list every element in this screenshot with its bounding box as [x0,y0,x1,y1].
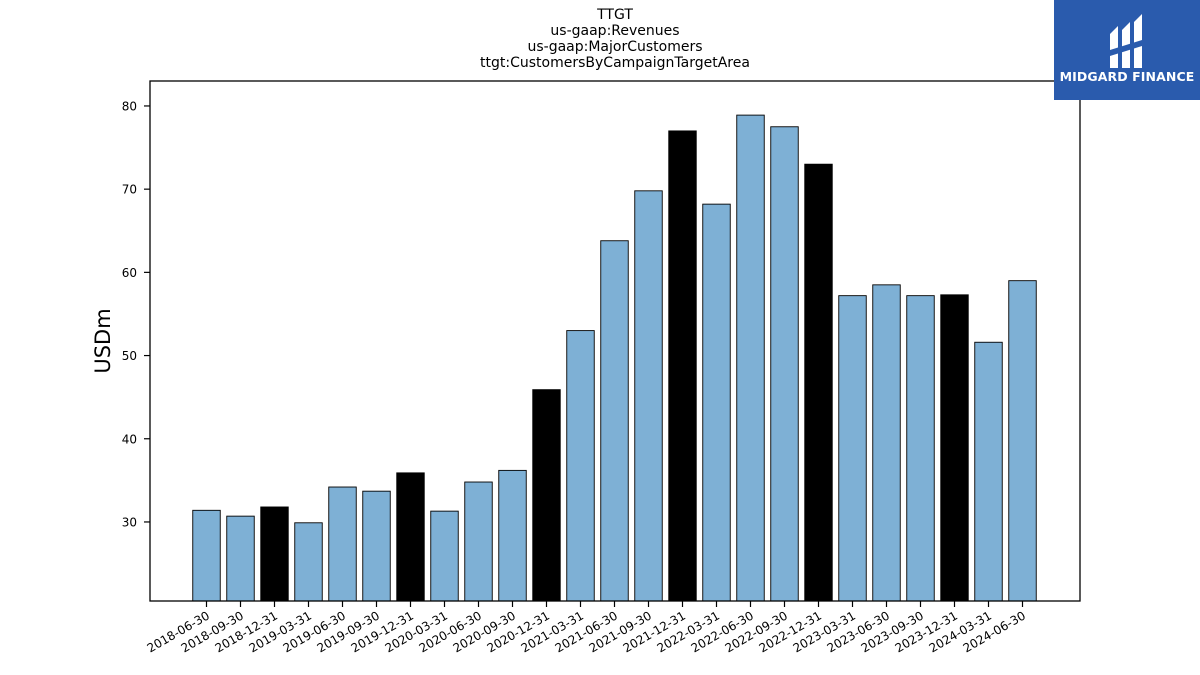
bar-2021-03-31 [566,330,595,602]
bar-2019-03-31 [294,522,323,602]
bar-2020-03-31 [430,510,459,602]
x-axis: 2018-06-302018-09-302018-12-312019-03-31… [145,601,1028,655]
bar-2022-12-31 [804,163,833,602]
chart-title-line-2: us-gaap:Revenues [550,23,680,39]
bar-2019-09-30 [362,490,391,602]
bar-2018-06-30 [192,509,221,602]
bar-2024-06-30 [1008,280,1037,602]
bar-2022-06-30 [736,114,765,602]
logo-text: MIDGARD FINANCE [1059,69,1195,84]
bar-2018-12-31 [260,506,289,602]
y-tick-label-50: 50 [122,349,137,363]
bar-2022-09-30 [770,126,799,602]
y-axis-label: USDm [91,308,115,373]
bar-2018-09-30 [226,515,255,602]
bar-2019-06-30 [328,486,357,602]
bar-2019-12-31 [396,472,425,602]
y-tick-label-40: 40 [122,432,137,446]
bar-2023-12-31 [940,294,969,602]
bar-2023-09-30 [906,295,935,602]
midgard-finance-logo: MIDGARD FINANCE [1054,0,1200,100]
bar-2021-06-30 [600,240,629,602]
bar-2021-09-30 [634,190,663,602]
bar-2024-03-31 [974,341,1003,602]
chart-title-line-3: us-gaap:MajorCustomers [527,39,703,55]
bar-2020-06-30 [464,481,493,602]
midgard-mark-icon [1110,14,1142,68]
y-axis: 30 40 50 60 70 80 [122,99,150,529]
chart-title: TTGT us-gaap:Revenues us-gaap:MajorCusto… [150,7,1080,71]
bar-2020-09-30 [498,469,527,602]
chart-title-line-1: TTGT [597,7,633,23]
y-tick-label-60: 60 [122,266,137,280]
y-tick-label-80: 80 [122,99,137,113]
bar-2021-12-31 [668,130,697,602]
y-tick-label-30: 30 [122,515,137,529]
bar-2023-03-31 [838,295,867,602]
bar-2023-06-30 [872,284,901,602]
y-tick-label-70: 70 [122,183,137,197]
bars-layer [192,114,1037,602]
chart-title-line-4: ttgt:CustomersByCampaignTargetArea [480,55,750,71]
bar-2022-03-31 [702,203,731,602]
bar-2020-12-31 [532,389,561,602]
